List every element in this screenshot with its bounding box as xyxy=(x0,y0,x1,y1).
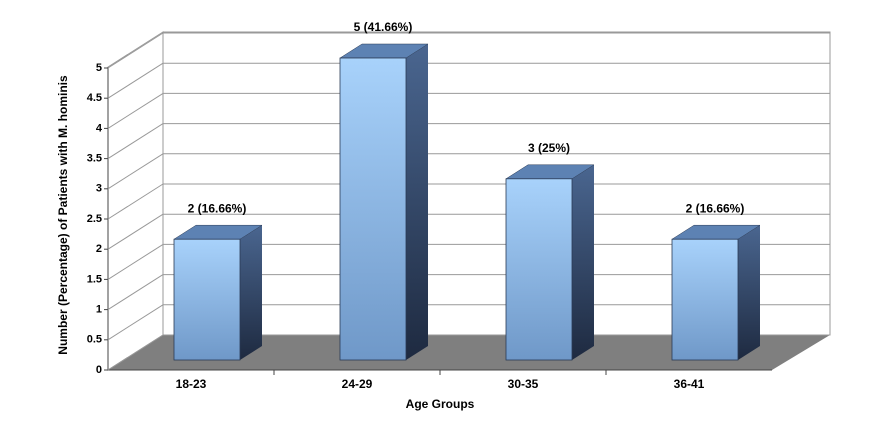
bar xyxy=(671,238,739,361)
grid-line xyxy=(107,274,164,311)
y-tick-label: 1 xyxy=(96,304,102,316)
y-tick-label: 4.5 xyxy=(87,92,102,104)
grid-line xyxy=(107,183,164,220)
bar-side xyxy=(572,164,594,360)
grid-line xyxy=(107,243,164,280)
bar xyxy=(173,238,241,361)
y-tick-label: 4 xyxy=(96,122,103,134)
y-tick-label: 5 xyxy=(96,62,102,74)
grid-line xyxy=(107,123,164,160)
value-label: 2 (16.66%) xyxy=(686,201,745,215)
x-tick-label: 18-23 xyxy=(176,377,207,391)
bar xyxy=(339,57,407,361)
grid-line xyxy=(107,92,164,129)
grid-line xyxy=(107,62,164,99)
y-tick-label: 3.5 xyxy=(87,153,102,165)
grid-line xyxy=(107,153,164,190)
y-tick-label: 0.5 xyxy=(87,334,102,346)
grid-line xyxy=(107,334,164,371)
bar-side xyxy=(240,225,262,360)
x-axis-title: Age Groups xyxy=(406,397,475,411)
y-tick-label: 3 xyxy=(96,183,102,195)
bar xyxy=(505,178,573,361)
x-tick-label: 24-29 xyxy=(342,377,373,391)
value-label: 3 (25%) xyxy=(528,141,570,155)
y-tick-label: 2 xyxy=(96,243,102,255)
y-tick-label: 2.5 xyxy=(87,213,102,225)
y-tick-label: 1.5 xyxy=(87,273,102,285)
floor xyxy=(108,335,830,370)
x-tick-label: 36-41 xyxy=(674,377,705,391)
x-tick-label: 30-35 xyxy=(508,377,539,391)
y-axis-title: Number (Percentage) of Patients with M. … xyxy=(56,75,70,355)
grid-line xyxy=(107,213,164,250)
bar-side xyxy=(406,44,428,360)
grid-line xyxy=(107,304,164,341)
y-tick-label: 0 xyxy=(96,364,102,376)
bar-side xyxy=(738,225,760,360)
value-label: 5 (41.66%) xyxy=(354,20,413,34)
value-label: 2 (16.66%) xyxy=(188,201,247,215)
grid-line xyxy=(107,32,164,69)
